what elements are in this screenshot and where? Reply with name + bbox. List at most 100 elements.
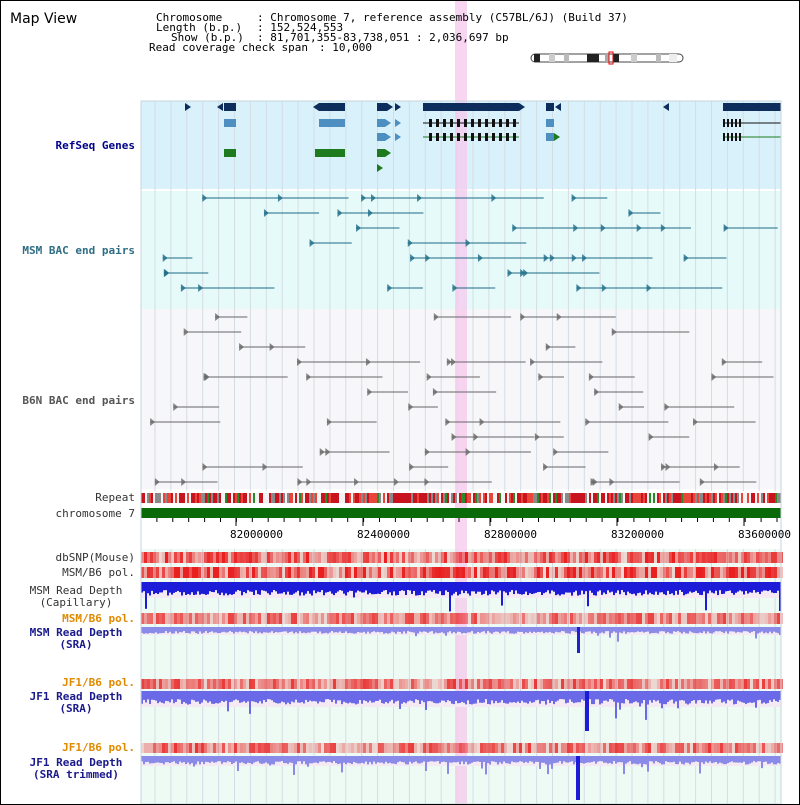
read-depth-bar <box>295 627 297 633</box>
read-depth-bar <box>685 756 687 763</box>
heat-strip-cell <box>306 613 309 624</box>
read-depth-bar <box>519 691 521 704</box>
heat-strip-cell <box>312 679 315 689</box>
heat-strip-cell <box>756 567 759 578</box>
read-depth-bar <box>375 691 377 701</box>
gene-strand-arrow <box>554 133 560 141</box>
heat-strip-cell <box>678 743 681 753</box>
heat-strip-cell <box>687 613 690 624</box>
read-depth-bar <box>385 691 387 702</box>
read-depth-bar <box>629 627 631 633</box>
read-depth-bar <box>597 582 599 592</box>
repeat-element <box>441 493 443 503</box>
heat-strip-cell <box>291 613 294 624</box>
read-depth-bar <box>615 582 617 593</box>
coverage-value: : 10,000 <box>319 41 372 54</box>
read-depth-bar <box>259 627 261 633</box>
read-depth-bar <box>727 756 729 764</box>
track-label-msm-read-cap-1[interactable]: MSM Read Depth <box>29 584 123 597</box>
read-depth-bar <box>487 691 489 705</box>
track-label-refseq[interactable]: RefSeq Genes <box>55 139 135 152</box>
heat-strip-cell <box>324 552 327 563</box>
gene-strand-arrow <box>385 119 391 127</box>
heat-strip-cell <box>351 743 354 753</box>
heat-strip-cell <box>711 567 714 578</box>
track-label-msm-b6-pol-2[interactable]: MSM/B6 pol. <box>62 612 135 625</box>
read-depth-bar <box>283 627 285 632</box>
heat-strip-cell <box>777 743 780 753</box>
read-depth-bar <box>337 756 339 765</box>
bac-end-marker <box>162 254 168 262</box>
heat-strip-cell <box>183 679 186 689</box>
heat-strip-cell <box>198 567 201 578</box>
read-depth-bar <box>691 627 693 633</box>
repeat-element <box>751 493 753 503</box>
read-depth-bar <box>495 756 497 763</box>
heat-strip-cell <box>180 613 183 624</box>
repeat-element <box>241 493 243 503</box>
read-depth-bar <box>731 756 733 762</box>
read-depth-bar <box>767 756 769 764</box>
read-depth-bar <box>193 627 195 632</box>
heat-strip-cell <box>693 743 696 753</box>
repeat-element <box>417 493 419 503</box>
read-depth-bar <box>429 691 431 702</box>
read-depth-bar <box>683 627 685 632</box>
heat-strip-cell <box>207 613 210 624</box>
track-label-repeat[interactable]: Repeat <box>95 491 135 504</box>
repeat-element <box>607 493 609 503</box>
read-depth-bar <box>477 756 479 762</box>
read-depth-bar <box>495 582 497 595</box>
read-depth-bar <box>751 756 753 763</box>
read-depth-bar <box>699 627 701 633</box>
heat-strip-cell <box>597 679 600 689</box>
read-depth-bar <box>145 627 147 634</box>
track-label-jf1-trim-1[interactable]: JF1 Read Depth <box>29 756 123 769</box>
track-label-dbsnp[interactable]: dbSNP(Mouse) <box>55 551 135 564</box>
repeat-element <box>547 493 549 503</box>
heat-strip-cell <box>264 743 267 753</box>
track-label-b6n-bac[interactable]: B6N BAC end pairs <box>22 394 135 407</box>
read-depth-bar <box>289 756 291 763</box>
track-label-msm-bac[interactable]: MSM BAC end pairs <box>22 244 135 257</box>
heat-strip-cell <box>561 743 564 753</box>
repeat-element <box>265 493 267 503</box>
heat-strip-cell <box>675 743 678 753</box>
read-depth-bar <box>337 582 339 592</box>
track-label-msm-read-sra-1[interactable]: MSM Read Depth <box>29 626 123 639</box>
heat-strip-cell <box>633 552 636 563</box>
read-depth-bar <box>641 691 643 704</box>
read-depth-bar <box>561 756 563 764</box>
heat-strip-cell <box>663 613 666 624</box>
refseq-gene <box>319 103 345 111</box>
track-label-jf1-read-1[interactable]: JF1 Read Depth <box>29 690 123 703</box>
heat-strip-cell <box>600 567 603 578</box>
repeat-element <box>435 493 437 503</box>
gene-exon <box>735 133 737 141</box>
read-depth-bar <box>223 756 225 763</box>
read-depth-bar <box>281 756 283 762</box>
heat-strip-cell <box>618 552 621 563</box>
read-depth-bar <box>315 691 317 702</box>
read-depth-bar <box>235 627 237 632</box>
read-depth-bar <box>421 627 423 633</box>
read-depth-bar <box>707 582 709 594</box>
read-depth-bar <box>169 691 171 703</box>
read-depth-bar <box>439 627 441 633</box>
track-label-jf1-pol-2[interactable]: JF1/B6 pol. <box>62 741 135 754</box>
read-depth-bar <box>175 627 177 632</box>
heat-strip-cell <box>195 743 198 753</box>
heat-strip-cell <box>600 552 603 563</box>
heat-strip-cell <box>309 613 312 624</box>
heat-strip-cell <box>264 679 267 689</box>
read-depth-bar <box>311 582 313 596</box>
read-depth-bar <box>713 582 715 594</box>
heat-strip-cell <box>177 679 180 689</box>
gene-strand-arrow <box>313 103 319 111</box>
read-depth-bar <box>505 756 507 764</box>
heat-strip-cell <box>462 743 465 753</box>
track-label-jf1-pol[interactable]: JF1/B6 pol. <box>62 676 135 689</box>
read-depth-bar <box>489 627 491 633</box>
track-label-msm-b6-pol[interactable]: MSM/B6 pol. <box>62 566 135 579</box>
